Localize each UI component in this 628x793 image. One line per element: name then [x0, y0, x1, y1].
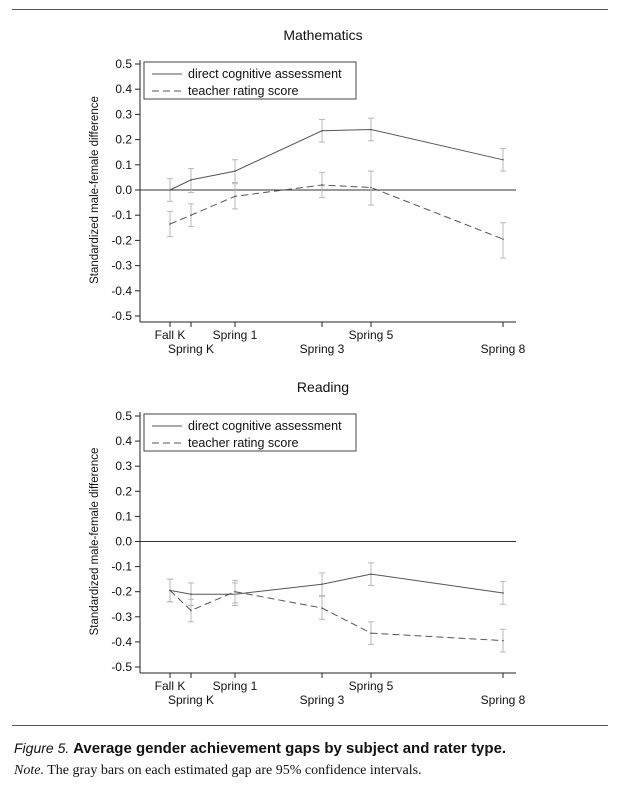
x-tick-label: Spring 1 — [213, 328, 258, 342]
data-point — [234, 195, 236, 198]
caption-rule — [12, 725, 608, 726]
data-point — [502, 639, 504, 642]
figure-caption: Figure 5. Average gender achievement gap… — [14, 740, 614, 757]
figure-note: Note. The gray bars on each estimated ga… — [14, 763, 614, 779]
data-point — [321, 129, 323, 132]
legend-box — [143, 61, 357, 100]
x-tick-label: Spring 3 — [300, 693, 345, 707]
x-tick-label: Spring K — [168, 342, 214, 356]
series-line — [169, 128, 504, 191]
y-tick-label: 0.2 — [115, 484, 132, 498]
data-point — [502, 238, 504, 240]
data-point — [502, 592, 504, 594]
data-point — [321, 607, 323, 609]
y-tick-label: 0.5 — [115, 409, 132, 423]
data-point — [190, 214, 192, 216]
legend-label: direct cognitive assessment — [188, 419, 342, 433]
series-line — [169, 590, 504, 642]
x-tick-label: Spring 8 — [481, 693, 526, 707]
data-point — [234, 170, 236, 172]
data-point — [190, 179, 192, 181]
legend-label: direct cognitive assessment — [188, 67, 342, 81]
figure-canvas: Mathematics Standardized male-female diff… — [89, 27, 526, 707]
data-point — [321, 583, 323, 585]
x-tick-label: Fall K — [155, 679, 186, 693]
y-tick-label: -0.4 — [111, 284, 132, 298]
y-tick-label: -0.4 — [111, 635, 132, 649]
data-point — [370, 186, 372, 189]
data-point — [370, 128, 372, 131]
x-tick-label: Spring 8 — [481, 342, 526, 356]
y-tick-label: 0.4 — [115, 434, 132, 448]
x-tick-label: Spring 1 — [213, 679, 258, 693]
y-tick-label: -0.5 — [111, 660, 132, 674]
y-tick-label: -0.2 — [111, 585, 132, 599]
top-rule — [12, 9, 608, 10]
y-tick-label: 0.2 — [115, 133, 132, 147]
legend-label: teacher rating score — [188, 436, 299, 450]
legend-box — [143, 413, 357, 452]
y-tick-label: -0.5 — [111, 309, 132, 323]
note-text: The gray bars on each estimated gap are … — [47, 763, 422, 778]
y-axis-label: Standardized male-female difference — [89, 448, 101, 636]
y-tick-label: -0.3 — [111, 610, 132, 624]
series-direct-assessment — [167, 117, 506, 202]
data-point — [190, 609, 192, 612]
legend: direct cognitive assessment teacher ratin… — [143, 61, 357, 100]
figure-label: Figure 5. — [14, 740, 70, 756]
x-tick-label: Spring 5 — [349, 328, 394, 342]
data-point — [502, 158, 504, 161]
chart-panel-2: Reading Standardized male-female differen… — [89, 379, 526, 707]
y-tick-label: 0.3 — [115, 107, 132, 121]
y-tick-label: -0.1 — [111, 208, 132, 222]
data-point — [234, 590, 236, 593]
x-tick-label: Fall K — [155, 328, 186, 342]
data-point — [169, 589, 171, 592]
series-line — [169, 573, 504, 595]
chart-title: Mathematics — [283, 27, 362, 43]
y-tick-label: -0.2 — [111, 233, 132, 247]
y-tick-label: 0.0 — [115, 183, 132, 197]
y-axis-label: Standardized male-female difference — [89, 96, 101, 284]
y-tick-label: 0.1 — [115, 509, 132, 523]
data-point — [169, 223, 171, 225]
note-label: Note. — [14, 763, 44, 778]
data-point — [169, 189, 171, 191]
series-teacher-rating — [167, 170, 506, 259]
chart-panel-1: Mathematics Standardized male-female diff… — [89, 27, 526, 356]
series-teacher-rating — [167, 578, 506, 653]
series-line — [169, 184, 504, 240]
y-tick-label: 0.3 — [115, 459, 132, 473]
y-tick-label: -0.1 — [111, 560, 132, 574]
data-point — [321, 184, 323, 186]
x-tick-label: Spring K — [168, 693, 214, 707]
x-tick-label: Spring 3 — [300, 342, 345, 356]
chart-title: Reading — [297, 379, 349, 395]
y-tick-label: 0.1 — [115, 158, 132, 172]
figure-title: Average gender achievement gaps by subje… — [73, 740, 507, 757]
legend: direct cognitive assessment teacher ratin… — [143, 413, 357, 452]
x-tick-label: Spring 5 — [349, 679, 394, 693]
data-point — [370, 573, 372, 575]
legend-label: teacher rating score — [188, 84, 299, 98]
data-point — [370, 632, 372, 634]
y-tick-label: 0.5 — [115, 57, 132, 71]
y-tick-label: 0.4 — [115, 82, 132, 96]
y-tick-label: -0.3 — [111, 259, 132, 273]
y-tick-label: 0.0 — [115, 535, 132, 549]
data-point — [190, 593, 192, 596]
